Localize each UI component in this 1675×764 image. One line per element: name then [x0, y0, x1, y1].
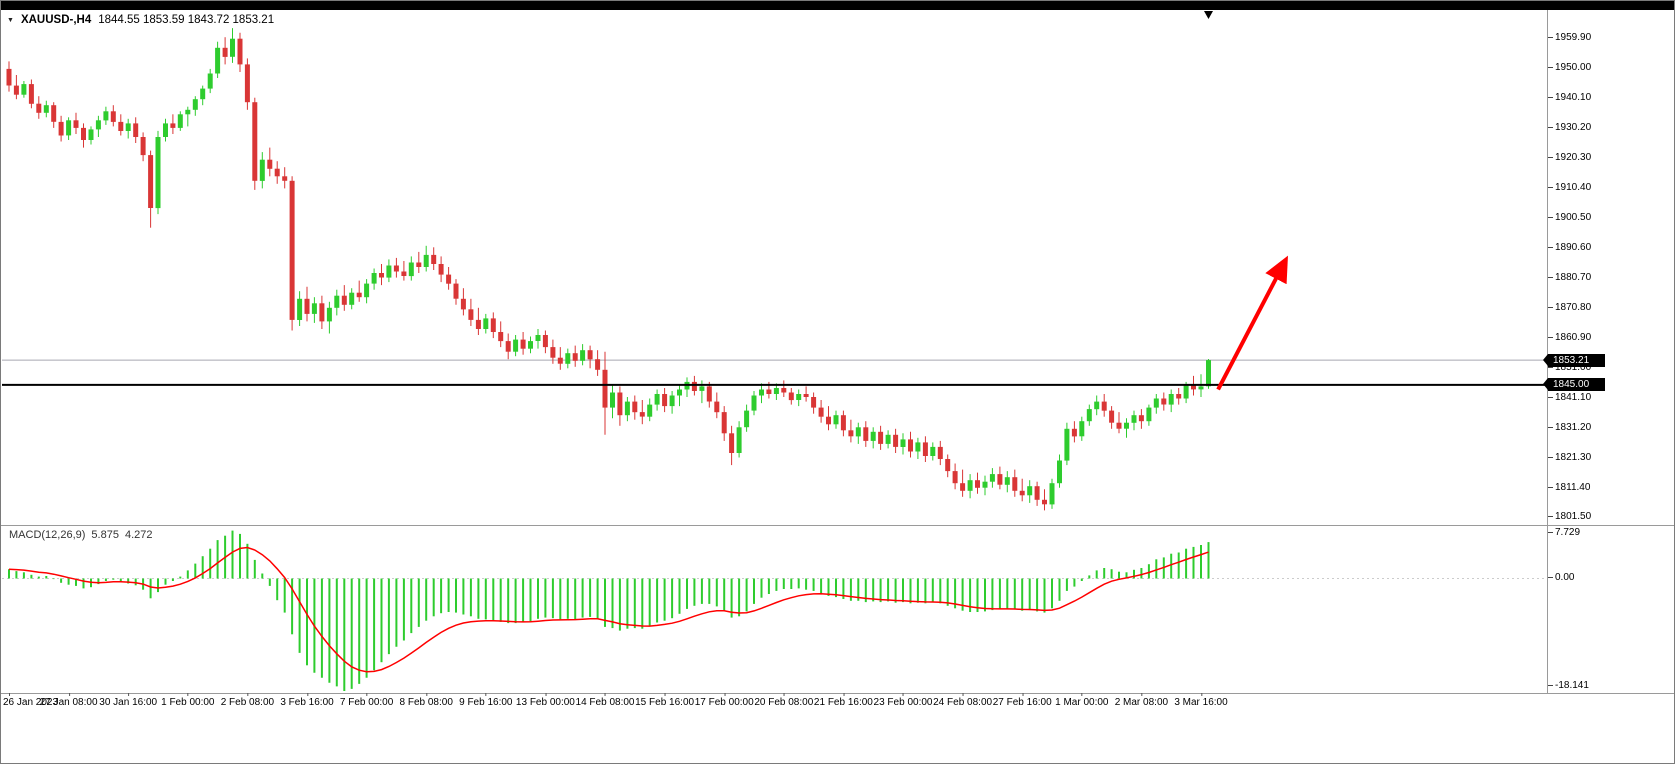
time-scale-label: 21 Feb 16:00 [813, 693, 873, 708]
price-scale-label: 1910.40 [1547, 182, 1592, 193]
time-scale-label: 1 Feb 00:00 [161, 693, 215, 708]
time-scale[interactable]: 26 Jan 2023 27 Jan 08:00 30 Jan 16:00 1 Feb… [1, 693, 1547, 712]
price-scale-label: 1821.30 [1547, 452, 1592, 463]
time-scale-label: 7 Feb 00:00 [339, 693, 394, 708]
price-scale-label: 1831.20 [1547, 422, 1592, 433]
time-scale-label: 13 Feb 00:00 [515, 693, 575, 708]
macd-signal-line [8, 546, 1209, 673]
symbol-dropdown-icon: ▼ [7, 16, 14, 24]
price-scale-label: 1959.90 [1547, 32, 1592, 43]
time-scale-separator [1, 693, 1674, 694]
macd-histogram [8, 530, 1210, 691]
price-scale-label: 1841.10 [1547, 392, 1592, 403]
bid-price-badge: 1853.21 [1543, 354, 1605, 367]
macd-scale-zero-label: 0.00 [1547, 572, 1575, 583]
time-scale-label: 3 Feb 16:00 [280, 693, 334, 708]
macd-indicator-label: MACD(12,26,9) 5.875 4.272 [9, 529, 158, 541]
time-scale-label: 9 Feb 16:00 [459, 693, 513, 708]
trend-arrow[interactable] [1216, 255, 1288, 391]
price-scale-label: 1950.00 [1547, 62, 1592, 73]
time-scale-label: 27 Jan 08:00 [39, 693, 98, 708]
price-scale[interactable]: 1959.90 1950.00 1940.10 1930.20 1920.30 1910.… [1547, 1, 1674, 693]
price-scale-label: 1920.30 [1547, 152, 1592, 163]
price-scale-label: 1890.60 [1547, 242, 1592, 253]
time-scale-label: 27 Feb 16:00 [992, 693, 1052, 708]
price-scale-separator [1547, 10, 1548, 693]
symbol-timeframe: XAUUSD-,H4 [20, 14, 92, 26]
time-scale-label: 15 Feb 16:00 [635, 693, 695, 708]
time-scale-label: 17 Feb 00:00 [694, 693, 754, 708]
price-scale-label: 1811.40 [1547, 482, 1591, 493]
time-scale-label: 23 Feb 00:00 [873, 693, 933, 708]
price-scale-label: 1851.00 [1547, 362, 1592, 373]
time-scale-label: 2 Mar 08:00 [1114, 693, 1169, 708]
time-scale-label: 3 Mar 16:00 [1174, 693, 1228, 708]
macd-name: MACD(12,26,9) [9, 529, 86, 541]
price-scale-label: 1860.90 [1547, 332, 1592, 343]
time-scale-label: 1 Mar 00:00 [1055, 693, 1109, 708]
time-scale-label: 14 Feb 08:00 [575, 693, 635, 708]
macd-signal-value: 4.272 [124, 529, 153, 541]
macd-scale-min-label: -18.141 [1548, 680, 1589, 691]
chart-title: ▼ XAUUSD-,H4 1844.55 1853.59 1843.72 185… [7, 14, 274, 26]
macd-scale-max-label: 7.729 [1547, 527, 1581, 538]
time-scale-label: 30 Jan 16:00 [99, 693, 158, 708]
candles [6, 28, 1211, 511]
price-scale-label: 1870.80 [1547, 302, 1592, 313]
ohlc-readout: 1844.55 1853.59 1843.72 1853.21 [98, 14, 275, 26]
price-scale-label: 1940.10 [1547, 92, 1592, 103]
hline-price-badge: 1845.00 [1543, 378, 1605, 391]
indicator-pane-separator[interactable] [1, 525, 1674, 526]
time-scale-label: 24 Feb 08:00 [933, 693, 993, 708]
price-scale-label: 1930.20 [1547, 122, 1592, 133]
price-scale-label: 1801.50 [1547, 511, 1592, 522]
chart-shift-marker[interactable] [1204, 11, 1213, 19]
macd-main-value: 5.875 [91, 529, 119, 541]
time-scale-label: 2 Feb 08:00 [220, 693, 275, 708]
time-scale-label: 8 Feb 08:00 [399, 693, 453, 708]
price-scale-label: 1880.70 [1547, 272, 1592, 283]
top-strip [1, 1, 1674, 10]
time-scale-label: 26 Jan 2023 [3, 693, 59, 708]
price-scale-label: 1900.50 [1547, 212, 1592, 223]
time-scale-label: 20 Feb 08:00 [754, 693, 814, 708]
